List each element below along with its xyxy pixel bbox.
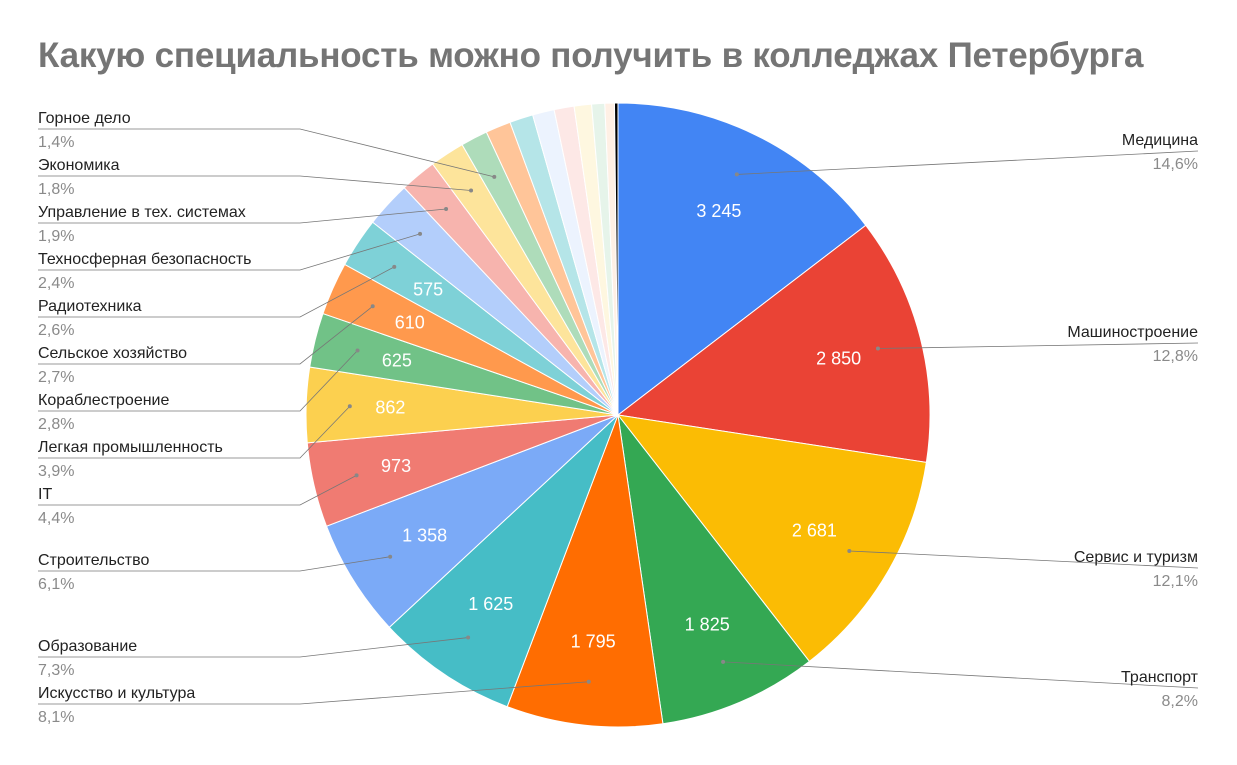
leader-dot	[354, 473, 359, 478]
leader-dot	[734, 172, 739, 177]
leader-dot	[347, 404, 352, 409]
slice-percent-label: 6,1%	[38, 576, 74, 593]
slice-name-label: IT	[38, 486, 52, 503]
leader-dot	[392, 264, 397, 269]
slice-value-label: 973	[381, 456, 411, 476]
slices	[305, 102, 931, 728]
slice-value-label: 2 681	[792, 520, 837, 540]
slice-value-label: 575	[413, 279, 443, 299]
leader-dot	[418, 231, 423, 236]
slice-name-label: Транспорт	[1121, 669, 1199, 686]
outside-labels: Медицина 14,6% Машиностроение 12,8% Сервис и…	[38, 110, 1199, 726]
value-labels: 3 245 2 850 2 681 1 825 1 795 1 625 1 358 973 86…	[375, 201, 861, 652]
slice-name-label: Медицина	[1122, 132, 1198, 149]
leader-line	[38, 208, 447, 224]
leader-line	[877, 342, 1199, 349]
slice-value-label: 1 358	[402, 525, 447, 545]
leader-lines	[38, 128, 1199, 705]
slice-percent-label: 1,9%	[38, 228, 74, 245]
leader-dot	[388, 554, 393, 559]
leader-dot	[721, 659, 726, 664]
slice-percent-label: 1,8%	[38, 181, 74, 198]
slice-value-label: 2 850	[816, 349, 861, 369]
slice-value-label: 862	[375, 398, 405, 418]
slice-value-label: 625	[382, 350, 412, 370]
leader-line	[38, 233, 421, 271]
slice-percent-label: 3,9%	[38, 463, 74, 480]
chart-title: Какую специальность можно получить в кол…	[38, 36, 1144, 75]
slice-value-label: 1 625	[468, 594, 513, 614]
slice-value-label: 1 825	[685, 615, 730, 635]
leader-line	[38, 266, 395, 318]
slice-name-label: Строительство	[38, 552, 149, 569]
leader-line	[736, 150, 1199, 175]
pie-slice	[617, 102, 867, 417]
pie-slice	[325, 414, 619, 629]
slice-percent-label: 8,2%	[1162, 693, 1198, 710]
slice-value-label: 1 795	[571, 631, 616, 651]
slice-name-label: Искусство и культура	[38, 685, 195, 702]
pie-slice	[617, 413, 811, 725]
leader-line	[38, 350, 358, 412]
pie-slice	[616, 224, 931, 463]
leader-dot	[875, 346, 880, 351]
slice-name-label: Техносферная безопасность	[38, 251, 252, 268]
leader-dot	[355, 348, 360, 353]
slice-name-label: Образование	[38, 638, 137, 655]
leader-line	[723, 661, 1199, 689]
leader-dot	[847, 548, 852, 553]
slice-percent-label: 2,7%	[38, 369, 74, 386]
leader-line	[38, 305, 373, 365]
leader-line	[38, 681, 589, 705]
slice-percent-label: 1,4%	[38, 134, 74, 151]
leader-dot	[370, 304, 375, 309]
leader-line	[38, 175, 472, 191]
leader-line	[38, 406, 351, 459]
leader-line	[38, 637, 469, 658]
slice-name-label: Управление в тех. системах	[38, 204, 246, 221]
slice-name-label: Радиотехника	[38, 298, 142, 315]
leader-line	[38, 475, 357, 506]
slice-percent-label: 7,3%	[38, 662, 74, 679]
slice-name-label: Машиностроение	[1067, 324, 1198, 341]
pie-slice	[613, 102, 619, 416]
slice-name-label: Экономика	[38, 157, 120, 174]
slice-percent-label: 12,1%	[1153, 573, 1198, 590]
leader-dot	[469, 188, 474, 193]
leader-dot	[492, 174, 497, 179]
slice-name-label: Сельское хозяйство	[38, 345, 187, 362]
slice-percent-label: 14,6%	[1153, 156, 1198, 173]
slice-name-label: Горное дело	[38, 110, 131, 127]
leader-line	[38, 556, 391, 572]
slice-name-label: Легкая промышленность	[38, 439, 223, 456]
pie-slice	[388, 414, 619, 708]
leader-dot	[586, 679, 591, 684]
slice-percent-label: 4,4%	[38, 510, 74, 527]
slice-value-label: 3 245	[696, 201, 741, 221]
slice-percent-label: 2,4%	[38, 275, 74, 292]
leader-dot	[466, 635, 471, 640]
slice-percent-label: 2,8%	[38, 416, 74, 433]
slice-name-label: Сервис и туризм	[1074, 549, 1198, 566]
slice-value-label: 610	[395, 313, 425, 333]
slice-name-label: Кораблестроение	[38, 392, 169, 409]
slice-percent-label: 2,6%	[38, 322, 74, 339]
pie-slice	[506, 413, 664, 728]
leader-line	[849, 550, 1199, 569]
slice-percent-label: 12,8%	[1153, 348, 1198, 365]
leader-line	[38, 128, 495, 178]
slice-percent-label: 8,1%	[38, 709, 74, 726]
pie-slice	[616, 414, 927, 663]
leader-dot	[444, 207, 449, 212]
